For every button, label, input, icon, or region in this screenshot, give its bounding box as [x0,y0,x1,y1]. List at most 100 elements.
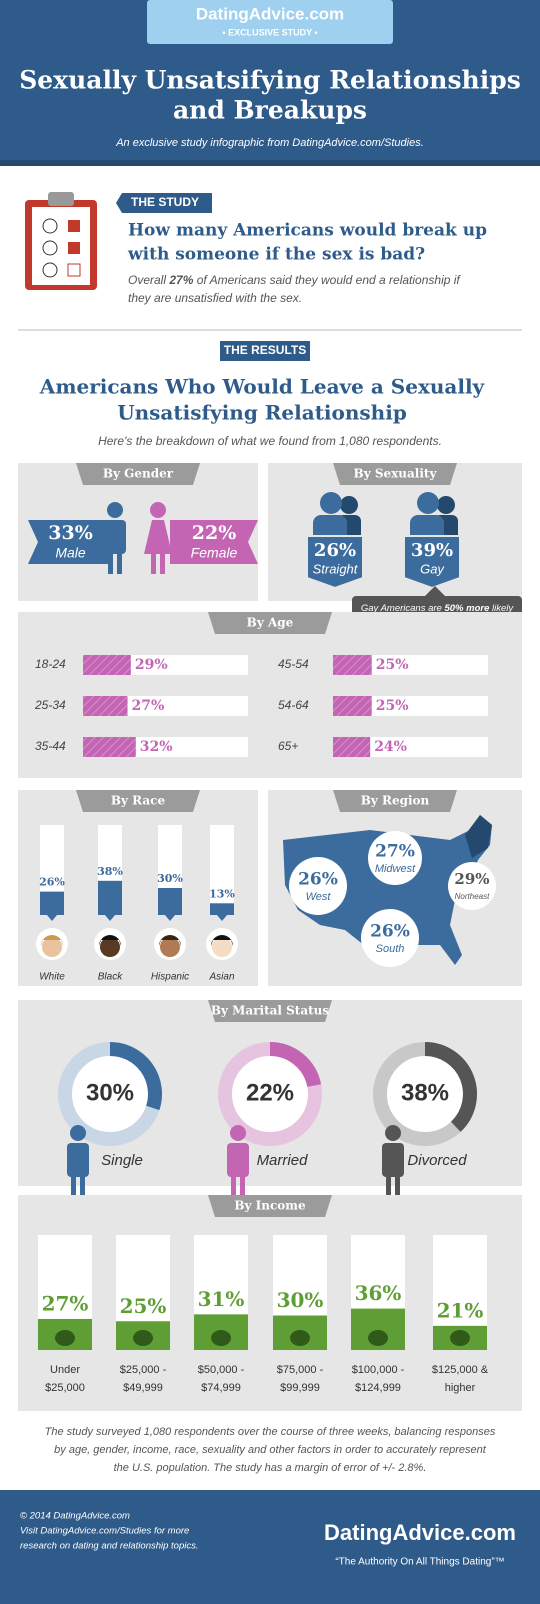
footnote: by age, gender, income, race, sexuality … [54,1444,487,1456]
footer-text: research on dating and relationship topi… [20,1541,199,1552]
banner [306,535,364,590]
category-label: Gay [420,561,445,576]
panel-tab [208,1000,332,1022]
donut-arc [109,1042,162,1111]
category-label: Black [98,972,123,983]
person-icon [151,552,156,574]
value-label: 32% [140,739,173,755]
bar [158,888,182,915]
value-label: 30% [277,1288,324,1312]
region-bubble [361,909,419,967]
study-tag-bg [116,193,212,213]
value-label: 25% [376,698,409,714]
category-label: $99,999 [280,1382,320,1394]
value-label: 25% [120,1294,167,1318]
couple-icon [437,496,455,514]
value-label: 22% [192,522,237,544]
person-icon [160,552,165,574]
person-icon [71,1175,76,1197]
person-icon [385,1125,401,1141]
value-label: 27% [42,1291,89,1315]
category-label: 45-54 [278,657,309,671]
heading: Americans Who Would Leave a Sexually [39,375,486,399]
hair-icon [159,935,181,946]
category-label: Single [101,1152,143,1169]
bar [210,903,234,915]
donut-arc [269,1042,322,1088]
footnote: The study surveyed 1,080 respondents ove… [45,1426,496,1438]
category-label: 65+ [278,739,298,753]
summary: they are unsatisfied with the sex. [128,291,302,305]
value-label: 13% [209,887,235,900]
value-label: 31% [198,1287,245,1311]
panel-title: By Gender [103,467,174,481]
badge: • EXCLUSIVE STUDY • [222,27,317,37]
category-label: White [39,972,65,983]
bar-track [210,825,234,915]
value-label: 26% [39,876,65,889]
face-icon [160,937,180,957]
category-label: Under [50,1364,80,1376]
value-label: 36% [355,1281,402,1305]
note: Gay Americans are 50% more likely [361,603,514,614]
category-label: Hispanic [151,972,189,983]
category-label: $49,999 [123,1382,163,1394]
bar [83,696,128,716]
results-tag: THE RESULTS [224,343,306,357]
money-icon [450,1330,470,1346]
bar [98,880,122,915]
banner [28,520,113,564]
person-icon [230,1125,246,1141]
region-bubble [289,857,347,915]
value-label: 22% [246,1079,294,1106]
banner [403,535,461,590]
question: with someone if the sex is bad? [127,245,425,265]
category-label: Midwest [375,863,416,875]
panel-title: By Region [361,794,430,808]
couple-icon [340,496,358,514]
category-label: $124,999 [355,1382,401,1394]
category-label: 35-44 [35,739,66,753]
category-label: West [306,891,332,903]
category-label: $50,000 - [198,1364,245,1376]
us-map-ne [465,815,492,858]
summary: Overall 27% of Americans said they would… [128,273,461,287]
face-icon [212,937,232,957]
value-label: 38% [97,865,123,878]
hair-icon [99,935,121,946]
note-pointer [425,586,445,596]
couple-icon [417,492,439,514]
category-label: Divorced [407,1152,467,1169]
panel-title: By Sexuality [354,467,438,481]
panel-tab [208,1195,332,1217]
panel-title: By Race [111,794,166,808]
person-icon [386,1175,391,1197]
category-label: Straight [313,561,359,576]
title: and Breakups [173,96,367,125]
category-label: Married [257,1152,309,1169]
category-label: 54-64 [278,698,309,712]
bar-pointer [105,915,115,921]
region-bubble [448,862,496,910]
hair-icon [211,935,233,946]
donut-arc [424,1042,477,1132]
value-label: 30% [86,1079,134,1106]
value-label: 39% [411,540,453,561]
clipboard-icon [25,192,97,290]
category-label: 25-34 [34,698,66,712]
category-label: Asian [208,972,234,983]
region-bubble [368,831,422,885]
person-icon [231,1175,236,1197]
value-label: 29% [454,870,489,888]
category-label: $25,000 - [120,1364,167,1376]
logo: DatingAdvice.com [196,4,344,23]
bar [40,891,64,915]
value-label: 30% [157,872,183,885]
panel-title: By Age [247,616,294,630]
money-icon [55,1330,75,1346]
footer-tagline: “The Authority On All Things Dating”™ [335,1557,504,1568]
panel-tab [76,463,200,485]
value-label: 29% [135,657,168,673]
money-icon [290,1330,310,1346]
